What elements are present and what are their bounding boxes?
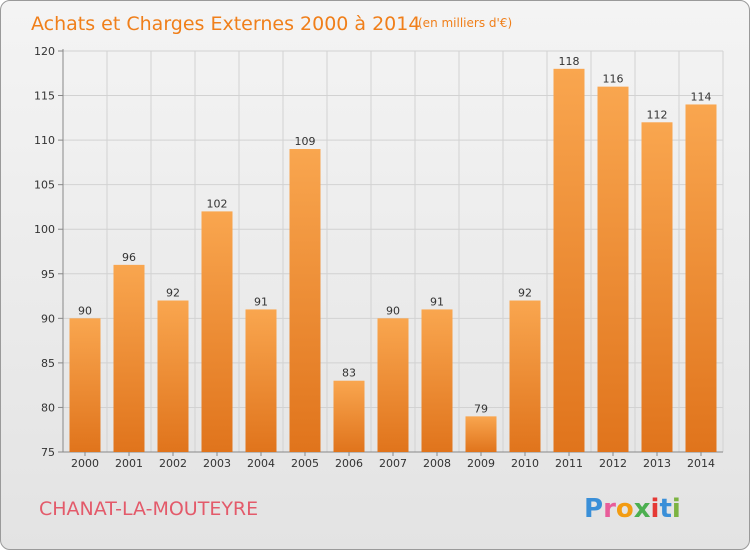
x-tick-label-2002: 2002 <box>159 457 187 470</box>
value-label-2013: 112 <box>647 108 668 121</box>
y-tick-label: 105 <box>34 179 55 192</box>
bar-2008 <box>421 309 453 452</box>
axes: 75 80 85 90 95 100 105 110 115 120 2000 2001 2002 200… <box>34 45 723 470</box>
y-tick-label: 95 <box>41 268 55 281</box>
value-label-2011: 118 <box>559 55 580 68</box>
x-tick-label-2014: 2014 <box>687 457 715 470</box>
value-label-2005: 109 <box>295 135 316 148</box>
x-tick-label-2006: 2006 <box>335 457 363 470</box>
y-tick-label: 75 <box>41 446 55 459</box>
y-tick-label: 100 <box>34 223 55 236</box>
y-tick-label: 110 <box>34 134 55 147</box>
value-label-2002: 92 <box>166 287 180 300</box>
commune-name: CHANAT-LA-MOUTEYRE <box>39 498 258 520</box>
y-tick-label: 120 <box>34 45 55 58</box>
labels: 90 96 92 102 91 109 83 90 91 79 92 118 116 112 114 <box>78 55 712 416</box>
x-tick-label-2008: 2008 <box>423 457 451 470</box>
value-label-2007: 90 <box>386 304 400 317</box>
x-tick-label-2010: 2010 <box>511 457 539 470</box>
x-tick-label-2009: 2009 <box>467 457 495 470</box>
value-label-2001: 96 <box>122 251 136 264</box>
bar-2006 <box>333 380 365 452</box>
x-tick-label-2012: 2012 <box>599 457 627 470</box>
value-label-2014: 114 <box>691 90 712 103</box>
chart-unit: (en milliers d'€) <box>418 16 512 30</box>
value-label-2009: 79 <box>474 402 488 415</box>
bar-2000 <box>69 318 101 452</box>
bar-2004 <box>245 309 277 452</box>
y-tick-label: 115 <box>34 90 55 103</box>
bar-2003 <box>201 211 233 452</box>
value-label-2008: 91 <box>430 295 444 308</box>
x-tick-label-2005: 2005 <box>291 457 319 470</box>
x-tick-label-2004: 2004 <box>247 457 275 470</box>
y-tick-label: 85 <box>41 357 55 370</box>
value-label-2012: 116 <box>603 73 624 86</box>
value-label-2003: 102 <box>207 197 228 210</box>
x-tick-label-2003: 2003 <box>203 457 231 470</box>
x-tick-label-2000: 2000 <box>71 457 99 470</box>
bar-2002 <box>157 300 189 452</box>
x-tick-label-2013: 2013 <box>643 457 671 470</box>
grid <box>62 50 724 453</box>
bar-2005 <box>289 149 321 452</box>
y-tick-label: 90 <box>41 312 55 325</box>
bar-2001 <box>113 264 145 452</box>
value-label-2006: 83 <box>342 367 356 380</box>
y-tick-label: 80 <box>41 401 55 414</box>
bar-2014 <box>685 104 717 452</box>
bar-2011 <box>553 68 585 453</box>
bar-2007 <box>377 318 409 452</box>
x-tick-label-2007: 2007 <box>379 457 407 470</box>
value-label-2004: 91 <box>254 295 268 308</box>
chart-title: Achats et Charges Externes 2000 à 2014 <box>31 13 420 35</box>
value-label-2010: 92 <box>518 287 532 300</box>
bar-2013 <box>641 122 673 453</box>
bar-2010 <box>509 300 541 452</box>
bars <box>69 68 717 453</box>
x-tick-label-2001: 2001 <box>115 457 143 470</box>
bar-2009 <box>465 416 497 452</box>
proxiti-logo: Proxiti <box>584 494 681 524</box>
x-tick-label-2011: 2011 <box>555 457 583 470</box>
logo-text: Proxiti <box>584 494 681 524</box>
bar-2012 <box>597 86 629 453</box>
value-label-2000: 90 <box>78 304 92 317</box>
